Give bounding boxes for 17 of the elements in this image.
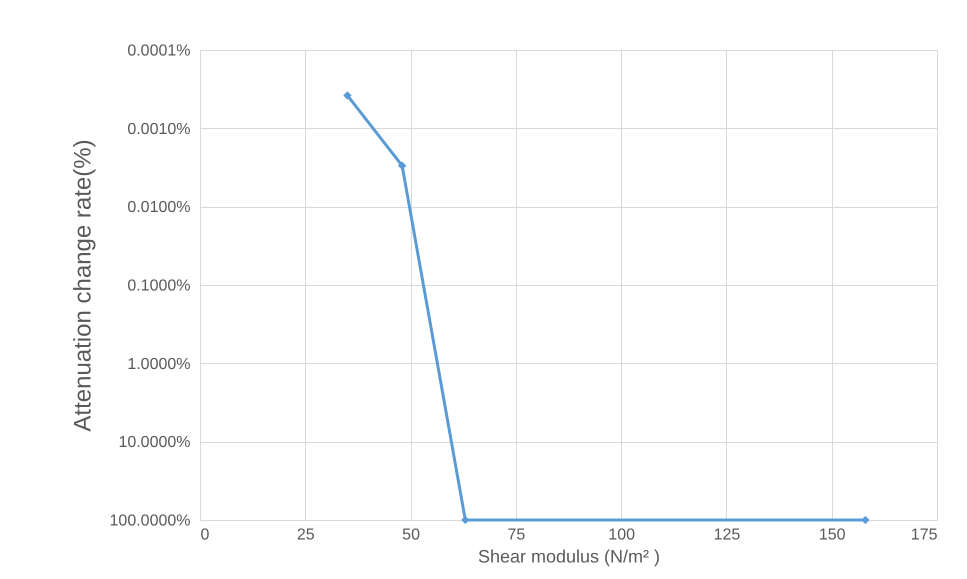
x-tick-label: 100 (608, 526, 636, 544)
y-tick-label: 1.0000% (127, 356, 190, 373)
x-tick-label: 175 (910, 526, 938, 544)
x-tick-label: 125 (714, 526, 740, 544)
y-tick-label: 10.0000% (118, 434, 190, 452)
x-tick-label: 0 (200, 526, 210, 544)
y-axis-title: Attenuation change rate(%) (70, 139, 97, 432)
y-tick-label: 0.0010% (127, 120, 190, 138)
x-axis-title: Shear modulus (N/m² ) (478, 546, 660, 566)
x-tick-label: 150 (818, 526, 846, 544)
y-tick-label: 0.0001% (127, 42, 190, 60)
x-tick-label: 25 (296, 526, 315, 544)
x-tick-label: 50 (402, 526, 420, 544)
x-tick-label: 75 (507, 526, 526, 544)
y-tick-label: 100.0000% (110, 512, 190, 530)
y-tick-label: 0.1000% (127, 278, 190, 294)
y-tick-label: 0.0100% (127, 199, 190, 216)
